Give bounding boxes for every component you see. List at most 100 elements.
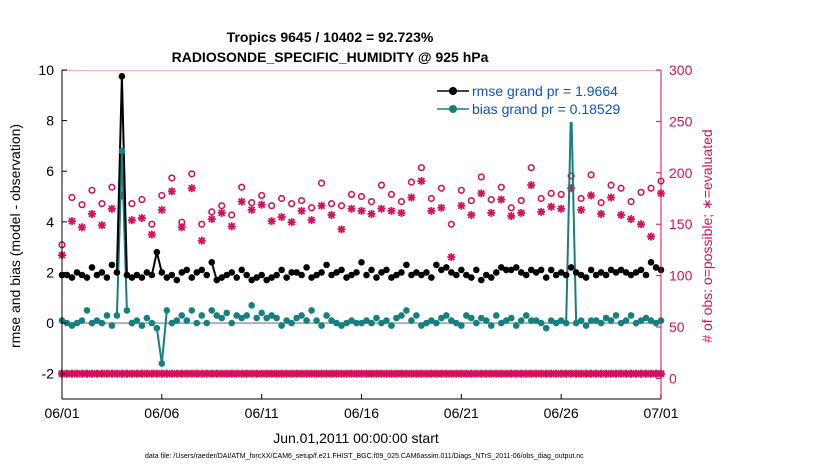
bias-marker	[153, 324, 161, 332]
bias-marker	[637, 317, 645, 324]
bias-marker	[348, 317, 355, 324]
rmse-marker	[612, 269, 620, 276]
evaluated-obs-stroke	[88, 210, 96, 218]
rmse-marker	[153, 248, 161, 256]
possible-obs-marker	[198, 220, 206, 228]
bias-marker	[243, 312, 250, 319]
chart-title: Tropics 9645 / 10402 = 92.723%	[227, 29, 434, 45]
rmse-marker	[283, 274, 290, 281]
rmse-marker	[73, 269, 81, 276]
evaluated-obs-marker	[637, 220, 646, 229]
evaluated-obs-stroke	[198, 237, 206, 245]
bias-marker	[512, 322, 520, 329]
rmse-marker	[532, 269, 540, 276]
bias-marker	[218, 314, 226, 322]
rmse-marker	[263, 276, 270, 284]
y-tick-label-left: 2	[46, 264, 54, 280]
bias-marker	[253, 314, 260, 322]
possible-obs-marker	[228, 211, 236, 219]
possible-obs-marker	[367, 198, 376, 206]
rmse-marker	[223, 271, 231, 279]
rmse-marker	[577, 271, 585, 279]
possible-obs-marker	[138, 195, 146, 204]
rmse-marker	[468, 274, 475, 281]
bias-marker	[587, 317, 595, 324]
evaluated-obs-stroke	[577, 206, 585, 214]
evaluated-obs-stroke	[327, 211, 336, 219]
bias-marker	[313, 317, 320, 324]
possible-obs-marker	[457, 186, 465, 194]
evaluated-obs-stroke	[98, 221, 106, 229]
evaluated-obs-marker	[407, 193, 416, 202]
evaluated-obs-marker	[517, 208, 526, 217]
evaluated-obs-marker	[427, 206, 436, 215]
rmse-marker	[433, 261, 440, 269]
possible-obs-marker	[647, 184, 655, 192]
possible-obs-marker	[337, 202, 346, 210]
bias-marker	[78, 317, 86, 324]
bias-marker	[612, 312, 620, 319]
evaluated-obs-marker	[617, 210, 626, 219]
evaluated-obs-stroke	[128, 216, 136, 224]
evaluated-obs-marker	[257, 200, 266, 209]
bias-marker	[298, 312, 305, 319]
possible-obs-marker	[168, 174, 176, 182]
rmse-marker	[552, 271, 560, 279]
bias-marker	[413, 312, 420, 319]
bias-line-segment	[160, 310, 168, 364]
rmse-marker	[428, 274, 435, 281]
bias-line-segment	[155, 327, 163, 364]
bias-marker	[273, 314, 280, 322]
bias-marker	[522, 312, 530, 319]
bias-line-segment	[570, 101, 578, 324]
rmse-marker	[507, 266, 515, 274]
evaluated-obs-stroke	[557, 205, 565, 213]
rmse-marker	[63, 271, 71, 279]
rmse-marker	[632, 269, 640, 276]
evaluated-obs-stroke	[487, 209, 495, 217]
bias-marker	[128, 319, 136, 327]
bias-marker	[228, 319, 236, 327]
bias-marker	[323, 312, 330, 319]
rmse-marker	[88, 264, 96, 271]
bias-marker	[88, 319, 96, 327]
rmse-marker	[253, 274, 260, 281]
rmse-marker	[68, 274, 76, 281]
evaluated-obs-stroke	[337, 225, 346, 233]
evaluated-obs-stroke	[537, 208, 545, 216]
rmse-marker	[133, 271, 141, 279]
bias-marker	[433, 319, 440, 327]
bias-marker	[597, 319, 605, 327]
possible-obs-marker	[268, 202, 276, 210]
evaluated-obs-marker	[587, 191, 596, 200]
y-tick-label-left: 6	[46, 163, 54, 179]
rmse-marker	[213, 276, 221, 284]
possible-obs-marker	[527, 164, 535, 172]
rmse-marker	[597, 269, 605, 276]
legend: rmse grand pr = 1.9664 bias grand pr = 0…	[432, 80, 644, 122]
rmse-marker	[318, 269, 325, 276]
evaluated-obs-marker	[367, 209, 376, 218]
bias-marker	[547, 317, 555, 324]
evaluated-obs-stroke	[248, 206, 256, 214]
bias-line-segment	[565, 101, 573, 324]
possible-obs-marker	[357, 192, 366, 201]
bias-marker	[577, 317, 585, 324]
legend-rmse-label: rmse grand pr = 1.9664	[472, 83, 618, 99]
evaluated-obs-marker	[597, 209, 606, 218]
y-tick-label-left: 10	[38, 62, 54, 78]
rmse-marker	[492, 269, 500, 276]
bias-marker	[517, 317, 525, 324]
evaluated-obs-marker	[497, 195, 506, 204]
possible-obs-marker	[387, 190, 396, 199]
y-tick-label-right: 250	[669, 113, 693, 129]
rmse-marker	[293, 269, 300, 276]
evaluated-obs-marker	[557, 204, 566, 213]
rmse-marker	[502, 266, 510, 274]
evaluated-obs-marker	[167, 187, 176, 196]
evaluated-obs-marker	[77, 223, 86, 232]
rmse-marker	[93, 271, 101, 279]
bias-marker	[208, 307, 216, 314]
possible-obs-marker	[377, 181, 386, 189]
bias-marker	[423, 319, 430, 327]
